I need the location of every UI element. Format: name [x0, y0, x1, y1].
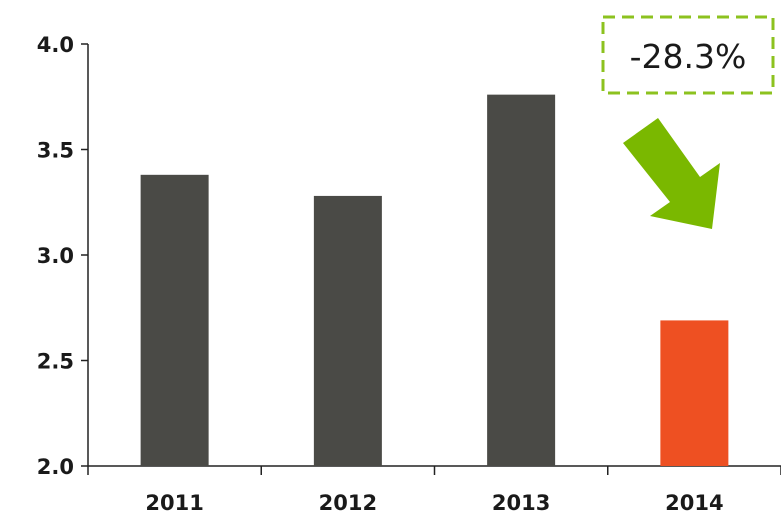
annotation-label: -28.3% — [630, 37, 747, 76]
y-tick-label: 4.0 — [37, 33, 74, 57]
bar-2012 — [313, 195, 382, 467]
bar-2011 — [140, 174, 209, 466]
y-tick-group: 2.0 2.5 3.0 3.5 4.0 — [37, 33, 88, 479]
y-tick-label: 2.0 — [37, 455, 74, 479]
annotation-box — [601, 15, 775, 95]
bar-2013 — [487, 94, 556, 466]
change-annotation: -28.3% — [601, 15, 775, 229]
bar-group — [140, 94, 729, 467]
x-tick-label: 2013 — [492, 491, 550, 515]
x-tick-label: 2012 — [319, 491, 377, 515]
y-tick-label: 3.0 — [37, 244, 74, 268]
y-tick-label: 3.5 — [37, 139, 74, 163]
x-tick-label: 2011 — [145, 491, 203, 515]
x-tick-group: 2011 2012 2013 2014 — [87, 466, 781, 515]
down-arrow-icon — [623, 118, 720, 229]
y-tick-label: 2.5 — [37, 350, 74, 374]
x-tick-label: 2014 — [665, 491, 723, 515]
bar-2014 — [660, 320, 729, 466]
